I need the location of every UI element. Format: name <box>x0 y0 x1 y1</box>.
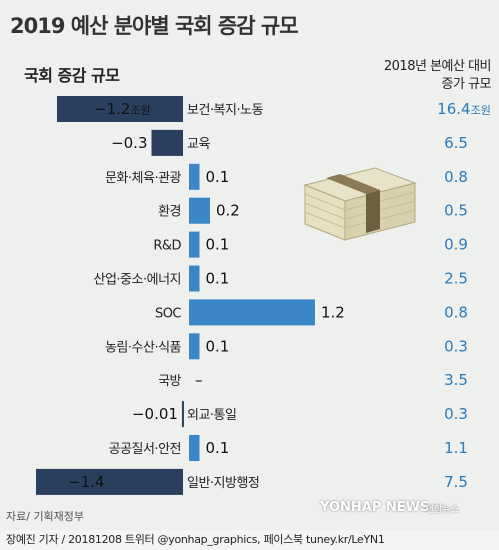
compare-value-2: 0.8 <box>444 168 468 186</box>
value-label-11: −1.4 <box>68 473 104 491</box>
category-label-11: 일반·지방행정 <box>187 475 259 491</box>
bar-0 <box>57 96 183 122</box>
source-text: 자료/ 기획재정부 <box>6 510 85 523</box>
value-label-2: 0.1 <box>206 168 230 186</box>
compare-value-unit: 조원 <box>471 104 491 117</box>
compare-value-11: 7.5 <box>444 473 468 491</box>
value-label-number: −1.2 <box>94 100 130 118</box>
category-label-3: 환경 <box>158 205 181 220</box>
compare-title-line1: 2018년 본예산 대비 <box>383 59 492 74</box>
value-label-6: 1.2 <box>321 303 345 321</box>
value-label-4: 0.1 <box>206 236 230 254</box>
compare-value-8: 3.5 <box>444 371 468 389</box>
value-label-10: 0.1 <box>206 439 230 457</box>
bar-7 <box>189 333 200 360</box>
value-label-3: 0.2 <box>216 202 240 220</box>
category-label-6: SOC <box>155 306 181 321</box>
category-label-2: 문화·체육·관광 <box>105 171 182 186</box>
page-title: 2019 예산 분야별 국회 증감 규모 <box>10 14 299 38</box>
value-label-unit: 조원 <box>130 104 150 117</box>
bar-1 <box>151 129 183 156</box>
compare-value-1: 6.5 <box>444 134 468 152</box>
category-label-4: R&D <box>153 239 181 254</box>
bar-6 <box>189 299 315 326</box>
compare-value-6: 0.8 <box>444 303 468 321</box>
compare-value-number: 16.4 <box>437 100 470 118</box>
category-label-9: 외교·통일 <box>187 408 236 423</box>
bar-4 <box>189 231 200 258</box>
compare-value-0: 16.4조원 <box>437 100 491 118</box>
money-stack-icon <box>303 167 417 241</box>
compare-value-7: 0.3 <box>444 337 468 355</box>
value-label-0: −1.2조원 <box>94 100 151 118</box>
bar-3 <box>189 197 210 224</box>
compare-value-5: 2.5 <box>444 270 468 288</box>
value-label-8: – <box>195 371 203 389</box>
yonhap-logo-small: 연합뉴스 <box>426 505 460 515</box>
compare-value-4: 0.9 <box>444 236 468 254</box>
compare-title-line2: 증가 규모 <box>441 77 492 92</box>
value-label-5: 0.1 <box>206 270 230 288</box>
compare-title: 2018년 본예산 대비 증가 규모 <box>383 58 492 94</box>
value-label-1: −0.3 <box>111 134 147 152</box>
value-label-9: −0.01 <box>132 405 178 423</box>
compare-value-9: 0.3 <box>444 405 468 423</box>
bar-9 <box>181 401 184 428</box>
chart-title: 국회 증감 규모 <box>24 66 120 85</box>
category-label-7: 농림·수산·식품 <box>105 340 182 355</box>
bar-2 <box>189 163 200 190</box>
bar-11 <box>36 468 183 495</box>
bar-5 <box>189 265 200 292</box>
yonhap-logo: YONHAP NEWS <box>320 500 430 515</box>
value-label-7: 0.1 <box>206 337 230 355</box>
category-label-10: 공공질서·안전 <box>109 442 181 457</box>
credit-line: 장예진 기자 / 20181208 트위터 @yonhap_graphics, … <box>0 530 499 550</box>
bar-10 <box>189 435 200 461</box>
category-label-0: 보건·복지·노동 <box>187 103 264 118</box>
compare-value-3: 0.5 <box>444 202 468 220</box>
compare-value-10: 1.1 <box>444 439 468 457</box>
category-label-1: 교육 <box>187 137 210 152</box>
category-label-8: 국방 <box>158 374 181 389</box>
category-label-5: 산업·중소·에너지 <box>94 273 182 288</box>
